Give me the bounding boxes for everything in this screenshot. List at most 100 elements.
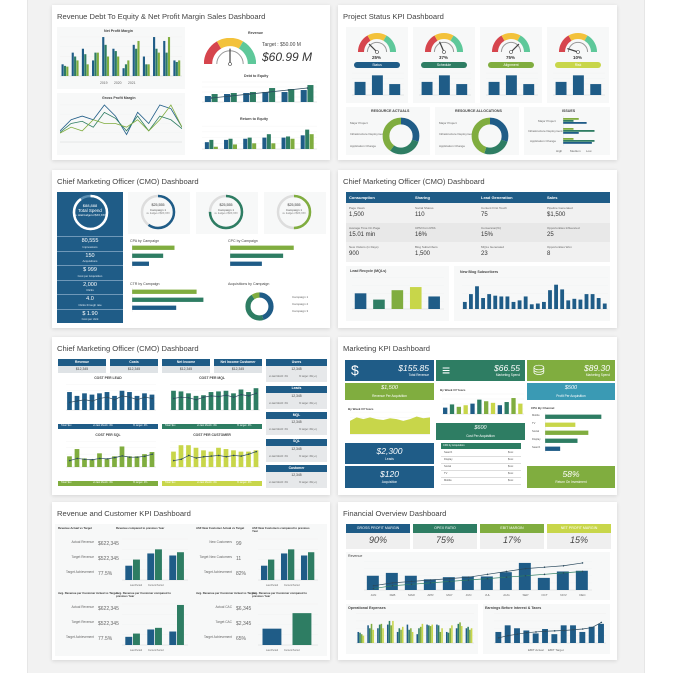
legend-campaign-1: Campaign 1 (292, 295, 309, 299)
side-header-label: Customer (288, 465, 305, 470)
gross-profit-margin-chart (60, 103, 182, 145)
bar (247, 137, 252, 149)
bar (389, 84, 401, 95)
bar (137, 40, 140, 76)
table-row (346, 242, 610, 262)
bar (96, 52, 99, 76)
ring-progress (208, 194, 244, 230)
stat-label: Clicks through rate (78, 302, 102, 307)
revenue-per-acquisition-value: $1,500 (381, 385, 398, 392)
chart-svg (471, 117, 509, 155)
stats-column (57, 192, 123, 323)
bar (301, 555, 308, 580)
side-target: % target: 4%(+/-) (299, 428, 318, 431)
cpa-chart (132, 244, 217, 268)
chart-svg (202, 125, 317, 150)
dashboard-card-revenue-customer[interactable]: Revenue and Customer KPI Dashboard Reven… (52, 502, 330, 660)
side-target: % target: 4%(+/-) (299, 401, 318, 405)
chart-title: COST PER SQL (95, 433, 121, 437)
metric-label: Page Views (349, 206, 365, 210)
bar (436, 624, 438, 643)
gauge-pill: Alignment (488, 62, 534, 68)
dashboard-card-project-status[interactable]: Project Status KPI Dashboard 25% Status 37… (338, 5, 617, 160)
return-to-equity-chart (202, 125, 317, 152)
bar (94, 52, 97, 76)
category-label: JUL (485, 593, 491, 597)
stat-label: Cost per click (81, 317, 99, 321)
side-value: 12,345 (291, 473, 302, 477)
dashboard-card-cmo-3[interactable]: Chief Marketing Officer (CMO) Dashboard … (52, 337, 330, 495)
cost-chart (66, 383, 156, 413)
kpi-value: 90% (368, 535, 387, 545)
bar (431, 624, 434, 643)
bar (117, 56, 120, 76)
metric-value: 25 (547, 231, 554, 238)
total-revenue (345, 360, 434, 381)
bar (570, 625, 576, 643)
bar (390, 625, 392, 643)
comparison-chart (122, 537, 188, 583)
legend-medium: Medium (570, 149, 581, 153)
trend-point (172, 459, 175, 462)
issue-label: Major Project (538, 119, 556, 123)
profit-per-acquisition-value: $500 (564, 385, 578, 392)
kpi-value: 15% (569, 535, 588, 545)
side-vs-last: vs last Month: 4% (269, 375, 288, 378)
trend-point (172, 397, 175, 400)
blog-subs-title: New Blog Subscribers (460, 270, 499, 274)
side-header-label: Leads (291, 386, 302, 390)
legend-last-period: Last Period (130, 649, 143, 652)
bar (147, 64, 150, 76)
dashboard-card-cmo-1[interactable]: Chief Marketing Officer (CMO) Dashboard … (52, 170, 330, 328)
metric-value: 900 (349, 251, 360, 257)
chart-svg (558, 32, 598, 54)
gauge-bar-chart (486, 72, 538, 98)
gauge-segment (424, 35, 438, 53)
cost-per-acquisition-value: $600 (474, 425, 487, 432)
cost-per-acquisition (436, 423, 525, 440)
bar (554, 284, 558, 309)
trend-point (486, 573, 489, 576)
trend-point (600, 621, 603, 624)
trend-point (268, 91, 270, 93)
bar (563, 140, 595, 142)
acquisition-value: $120 (380, 469, 399, 480)
bar (224, 94, 231, 102)
trend-point (581, 562, 584, 564)
metric-value: 1,500 (415, 251, 431, 257)
side-header-label: Users (291, 359, 302, 364)
side-header (266, 465, 327, 472)
kpi-value-box (346, 533, 410, 549)
metric-value: 16% (415, 231, 428, 238)
bar (459, 622, 461, 643)
table-header-label: Consumption (349, 195, 375, 200)
legend-campaign-2: Campaign 2 (292, 302, 309, 306)
bar (445, 631, 448, 643)
metric-value: $522,345 (98, 621, 119, 627)
bar (147, 629, 155, 645)
legend-ebit-target: EBIT Target (548, 648, 564, 652)
bar (437, 625, 440, 643)
metric-value: 77.5% (98, 636, 113, 642)
kpi-header-label: GROSS PROFIT MARGIN (356, 525, 400, 530)
side-header (266, 385, 327, 393)
legend-high: High (556, 149, 563, 153)
chart-svg (350, 411, 430, 435)
dashboard-card-marketing-kpi[interactable]: Marketing KPI Dashboard $ $155.85 Total Re… (338, 337, 617, 495)
issue-label: Application Change (530, 139, 557, 143)
dashboard-card-financial-overview[interactable]: Financial Overview Dashboard GROSS PROFI… (338, 502, 617, 660)
bar (428, 625, 430, 643)
kpi-value: $12,345 (127, 366, 141, 371)
ring-progress (72, 194, 109, 231)
dashboard-card-revenue-debt[interactable]: Revenue Debt To Equity & Net Profit Marg… (52, 5, 330, 160)
bar (97, 393, 102, 410)
dashboard-card-cmo-2[interactable]: Chief Marketing Officer (CMO) Dashboard … (338, 170, 617, 328)
bar (177, 604, 184, 645)
metric-label: Average Time On Page (349, 225, 381, 230)
trend-point (372, 587, 375, 590)
trend-point (106, 396, 109, 398)
legend-last-period: Last Period (266, 584, 279, 587)
trend-point (543, 566, 546, 568)
stat-value: 150 (85, 252, 95, 259)
trend-point (543, 573, 546, 576)
